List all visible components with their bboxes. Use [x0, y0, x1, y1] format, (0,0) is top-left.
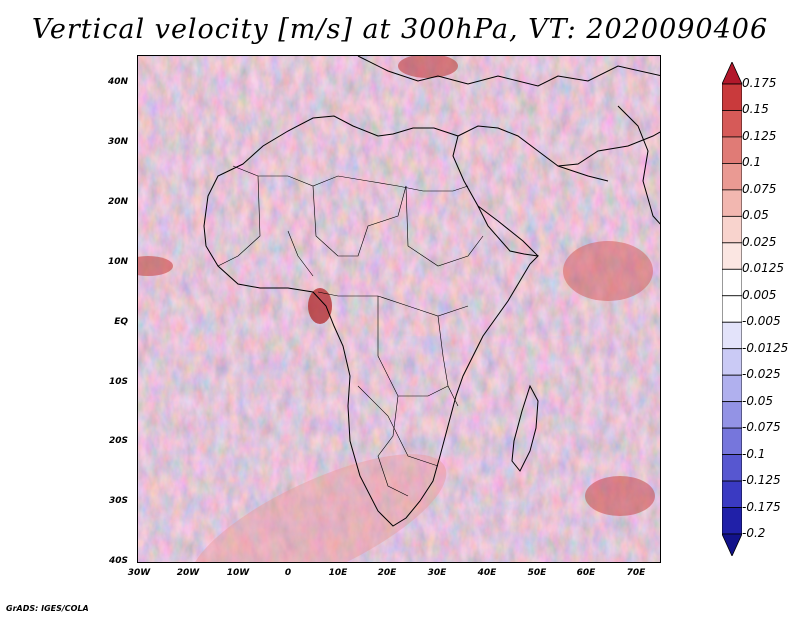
- colorbar-cell: [722, 401, 742, 429]
- colorbar-label: -0.0125: [742, 340, 789, 355]
- colorbar-label: 0.005: [742, 287, 777, 302]
- lat-label-20n: 20N: [107, 197, 128, 207]
- hotspot-atlantic: [138, 256, 173, 276]
- lon-label-10w: 10W: [226, 568, 250, 578]
- border-line: [377, 395, 409, 497]
- hotspot-gulf-guinea: [308, 288, 332, 324]
- lon-label-30w: 30W: [127, 568, 151, 578]
- lon-label-0: 0: [284, 568, 292, 578]
- africa-coast: [203, 115, 540, 527]
- grads-credit: GrADS: IGES/COLA: [6, 604, 89, 613]
- colorbar-cell: [722, 136, 742, 164]
- border-line: [312, 185, 407, 257]
- coastlines: [203, 56, 660, 527]
- border-line: [437, 315, 459, 407]
- colorbar-label: -0.05: [742, 393, 774, 408]
- colorbar-cell: [722, 242, 742, 270]
- colorbar-cell: [722, 480, 742, 508]
- velocity-field: [138, 56, 660, 562]
- lon-label-40e: 40E: [477, 568, 497, 578]
- colorbar-label: -0.1: [742, 446, 766, 461]
- hotspot-south: [585, 476, 655, 516]
- colorbar-cell: [722, 83, 742, 111]
- colorbar: [722, 62, 742, 556]
- colorbar-label: 0.1: [742, 155, 762, 170]
- gulf-coast: [557, 165, 609, 182]
- colorbar-label: -0.025: [742, 367, 781, 382]
- madagascar-coast: [511, 384, 539, 472]
- colorbar-cell: [722, 427, 742, 455]
- colorbar-cell: [722, 348, 742, 376]
- india-coast: [617, 105, 660, 225]
- lat-label-40n: 40N: [107, 77, 128, 87]
- hotspot-indian-ocean: [563, 241, 653, 301]
- lon-label-60e: 60E: [576, 568, 596, 578]
- lat-label-30n: 30N: [107, 137, 128, 147]
- colorbar-label: 0.175: [742, 76, 777, 90]
- hotspot-north: [398, 56, 458, 78]
- border-line: [217, 175, 261, 267]
- lon-label-70e: 70E: [626, 568, 646, 578]
- colorbar-cell: [722, 507, 742, 535]
- colorbar-label: 0.15: [742, 102, 769, 117]
- chart-title: Vertical velocity [m/s] at 300hPa, VT: 2…: [31, 14, 769, 45]
- border-line: [287, 230, 314, 277]
- warm-band: [189, 454, 447, 562]
- colorbar-cell: [722, 163, 742, 191]
- colorbar-cell: [722, 374, 742, 403]
- lat-label-40s: 40S: [108, 556, 128, 566]
- colorbar-bottom-triangle: [722, 533, 742, 556]
- border-line: [232, 165, 469, 192]
- country-borders: [217, 165, 484, 497]
- border-line: [405, 185, 484, 267]
- colorbar-label: -0.075: [742, 420, 781, 435]
- lat-label-20s: 20S: [108, 436, 128, 446]
- colorbar-cell: [722, 268, 742, 297]
- lat-label-10n: 10N: [107, 257, 128, 267]
- border-line: [357, 385, 439, 467]
- lon-label-20e: 20E: [377, 568, 397, 578]
- lon-label-10e: 10E: [328, 568, 348, 578]
- colorbar-cell: [722, 215, 742, 244]
- colorbar-cell: [722, 295, 742, 323]
- colorbar-cell: [722, 454, 742, 482]
- lat-label-30s: 30S: [108, 496, 128, 506]
- lat-label-10s: 10S: [108, 377, 128, 387]
- colorbar-label: 0.125: [742, 128, 777, 143]
- lon-label-50e: 50E: [527, 568, 547, 578]
- streak-field: [138, 336, 660, 562]
- arabia-south-coast: [477, 205, 539, 257]
- lon-label-30e: 30E: [427, 568, 447, 578]
- colorbar-cell: [722, 110, 742, 138]
- lat-label-eq: EQ: [114, 317, 128, 327]
- colorbar-label: -0.2: [742, 526, 766, 540]
- map-area: [137, 55, 661, 563]
- colorbar-label: 0.025: [742, 234, 777, 249]
- border-line: [317, 291, 469, 317]
- colorbar-cell: [722, 189, 742, 217]
- colorbar-label: -0.175: [742, 499, 781, 514]
- colorbar-label: -0.125: [742, 473, 781, 488]
- colorbar-cell: [722, 321, 742, 350]
- colorbar-top-triangle: [722, 62, 742, 85]
- colorbar-label: 0.0125: [742, 261, 784, 276]
- colorbar-label: -0.005: [742, 314, 781, 329]
- colorbar-label: 0.075: [742, 181, 777, 196]
- europe-coast: [357, 56, 660, 87]
- lon-label-20w: 20W: [176, 568, 200, 578]
- colorbar-label: 0.05: [742, 208, 769, 223]
